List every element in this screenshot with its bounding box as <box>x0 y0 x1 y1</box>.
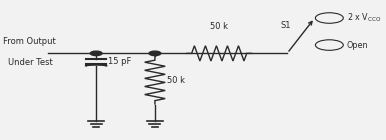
Circle shape <box>149 51 161 56</box>
Text: 2 x V$_{\mathregular{CCO}}$: 2 x V$_{\mathregular{CCO}}$ <box>347 12 381 24</box>
Circle shape <box>90 51 102 56</box>
Text: 50 k: 50 k <box>167 76 185 85</box>
Text: From Output: From Output <box>3 37 55 46</box>
Text: 15 pF: 15 pF <box>108 57 131 66</box>
Text: Under Test: Under Test <box>8 58 53 67</box>
Text: Open: Open <box>347 41 369 50</box>
Text: 50 k: 50 k <box>210 22 228 31</box>
Text: S1: S1 <box>281 21 291 30</box>
